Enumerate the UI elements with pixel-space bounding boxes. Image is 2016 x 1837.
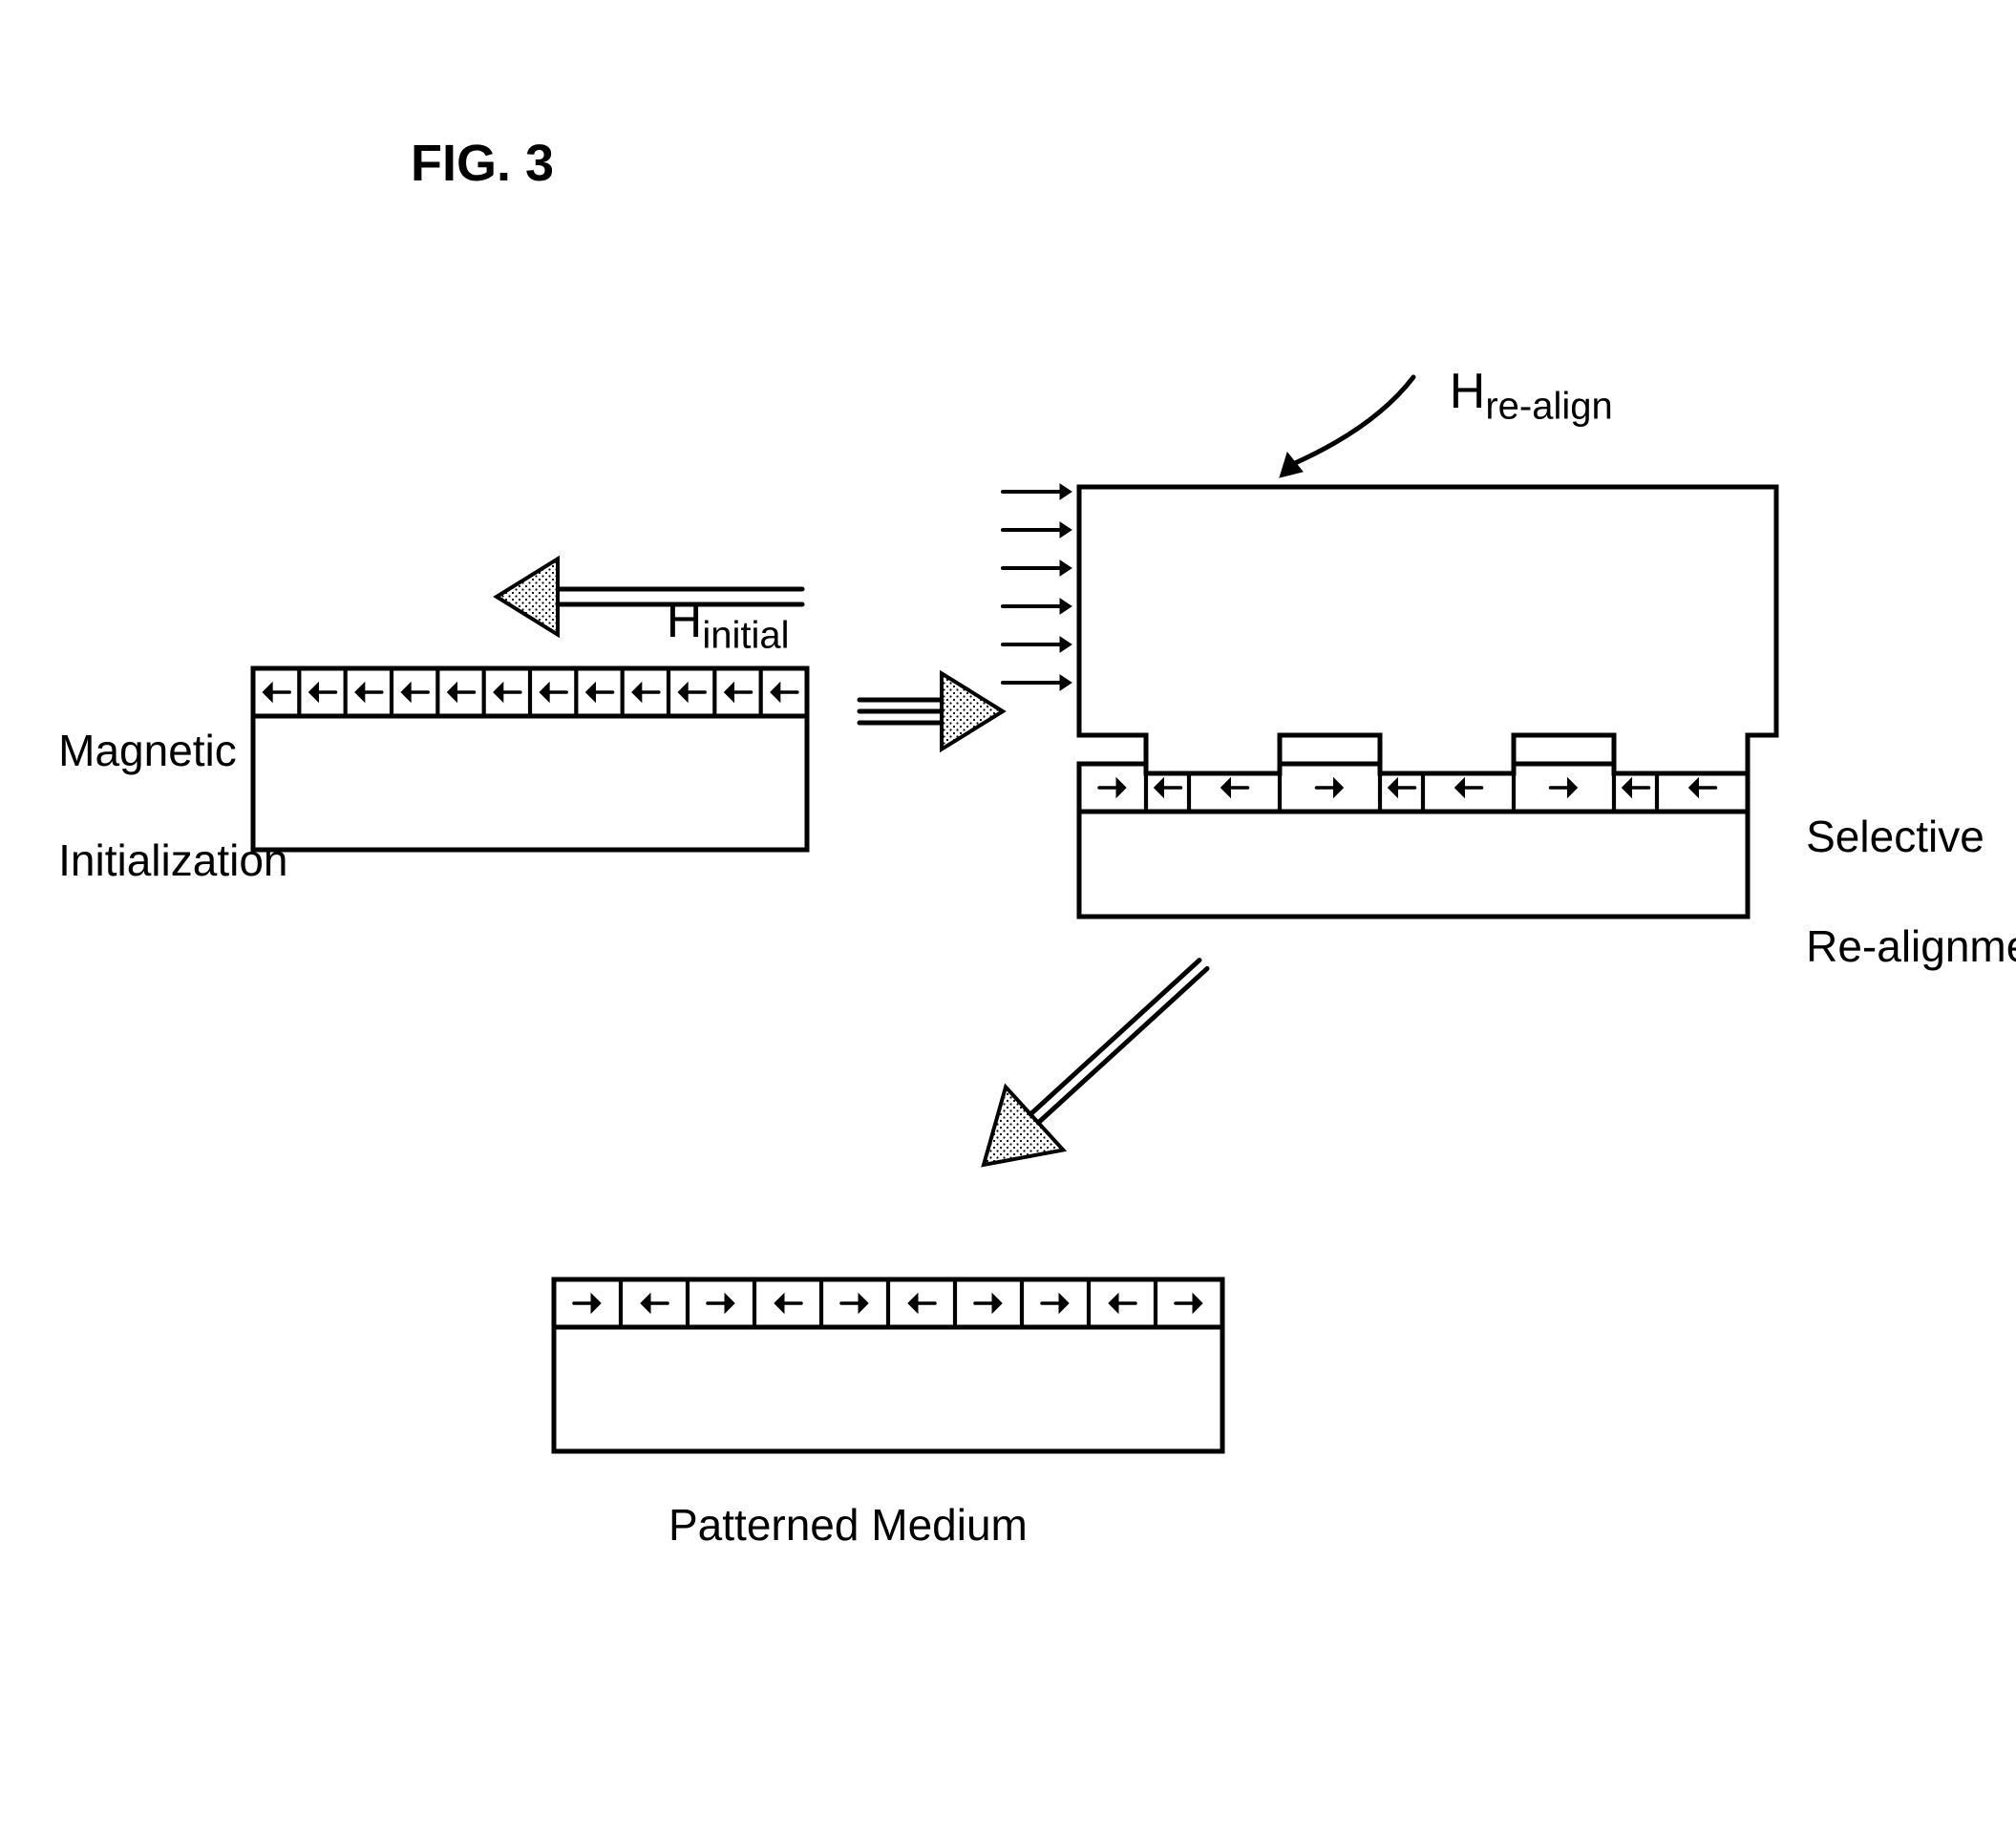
diagram-svg	[0, 0, 2016, 1837]
figure-canvas: FIG. 3 Hinitial Hre-align Magnetic Initi…	[0, 0, 2016, 1837]
